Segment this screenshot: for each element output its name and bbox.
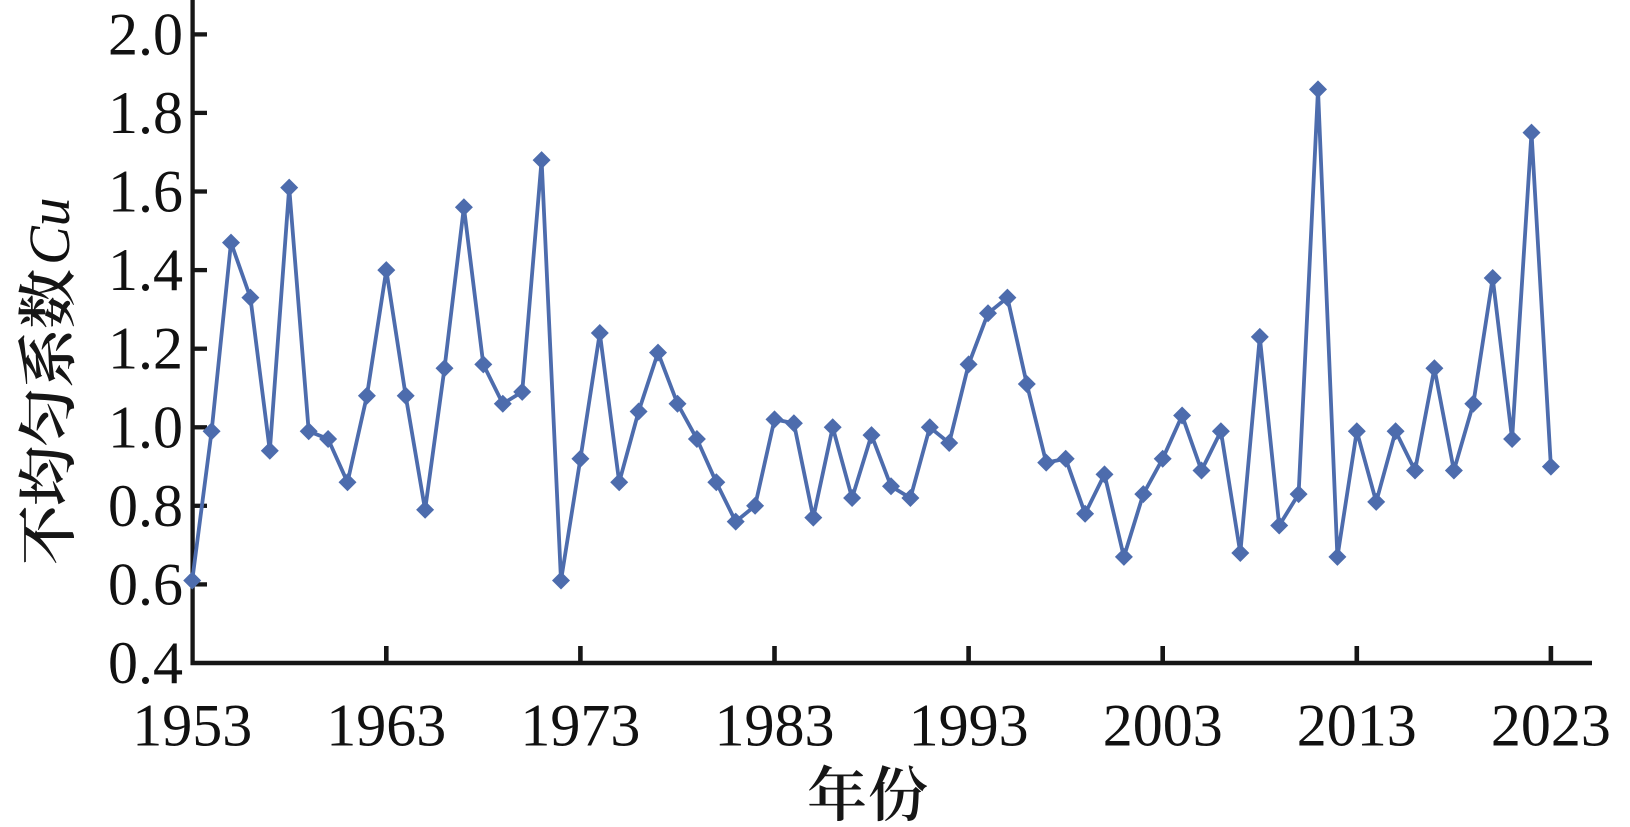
- svg-text:1973: 1973: [520, 693, 640, 759]
- svg-text:1953: 1953: [132, 693, 252, 759]
- svg-text:2003: 2003: [1103, 693, 1223, 759]
- svg-text:1993: 1993: [909, 693, 1029, 759]
- svg-text:0.6: 0.6: [108, 551, 183, 617]
- svg-text:1.6: 1.6: [108, 159, 183, 225]
- svg-text:Cu: Cu: [17, 197, 82, 265]
- svg-text:2013: 2013: [1297, 693, 1417, 759]
- svg-text:1.2: 1.2: [108, 316, 183, 382]
- svg-text:2.0: 2.0: [108, 1, 183, 67]
- svg-text:0.4: 0.4: [108, 630, 183, 696]
- svg-text:2023: 2023: [1491, 693, 1611, 759]
- svg-text:1.4: 1.4: [108, 237, 183, 303]
- svg-text:1.8: 1.8: [108, 80, 183, 146]
- svg-text:1963: 1963: [326, 693, 446, 759]
- svg-text:0.8: 0.8: [108, 473, 183, 539]
- svg-text:1.0: 1.0: [108, 394, 183, 460]
- svg-text:1983: 1983: [715, 693, 835, 759]
